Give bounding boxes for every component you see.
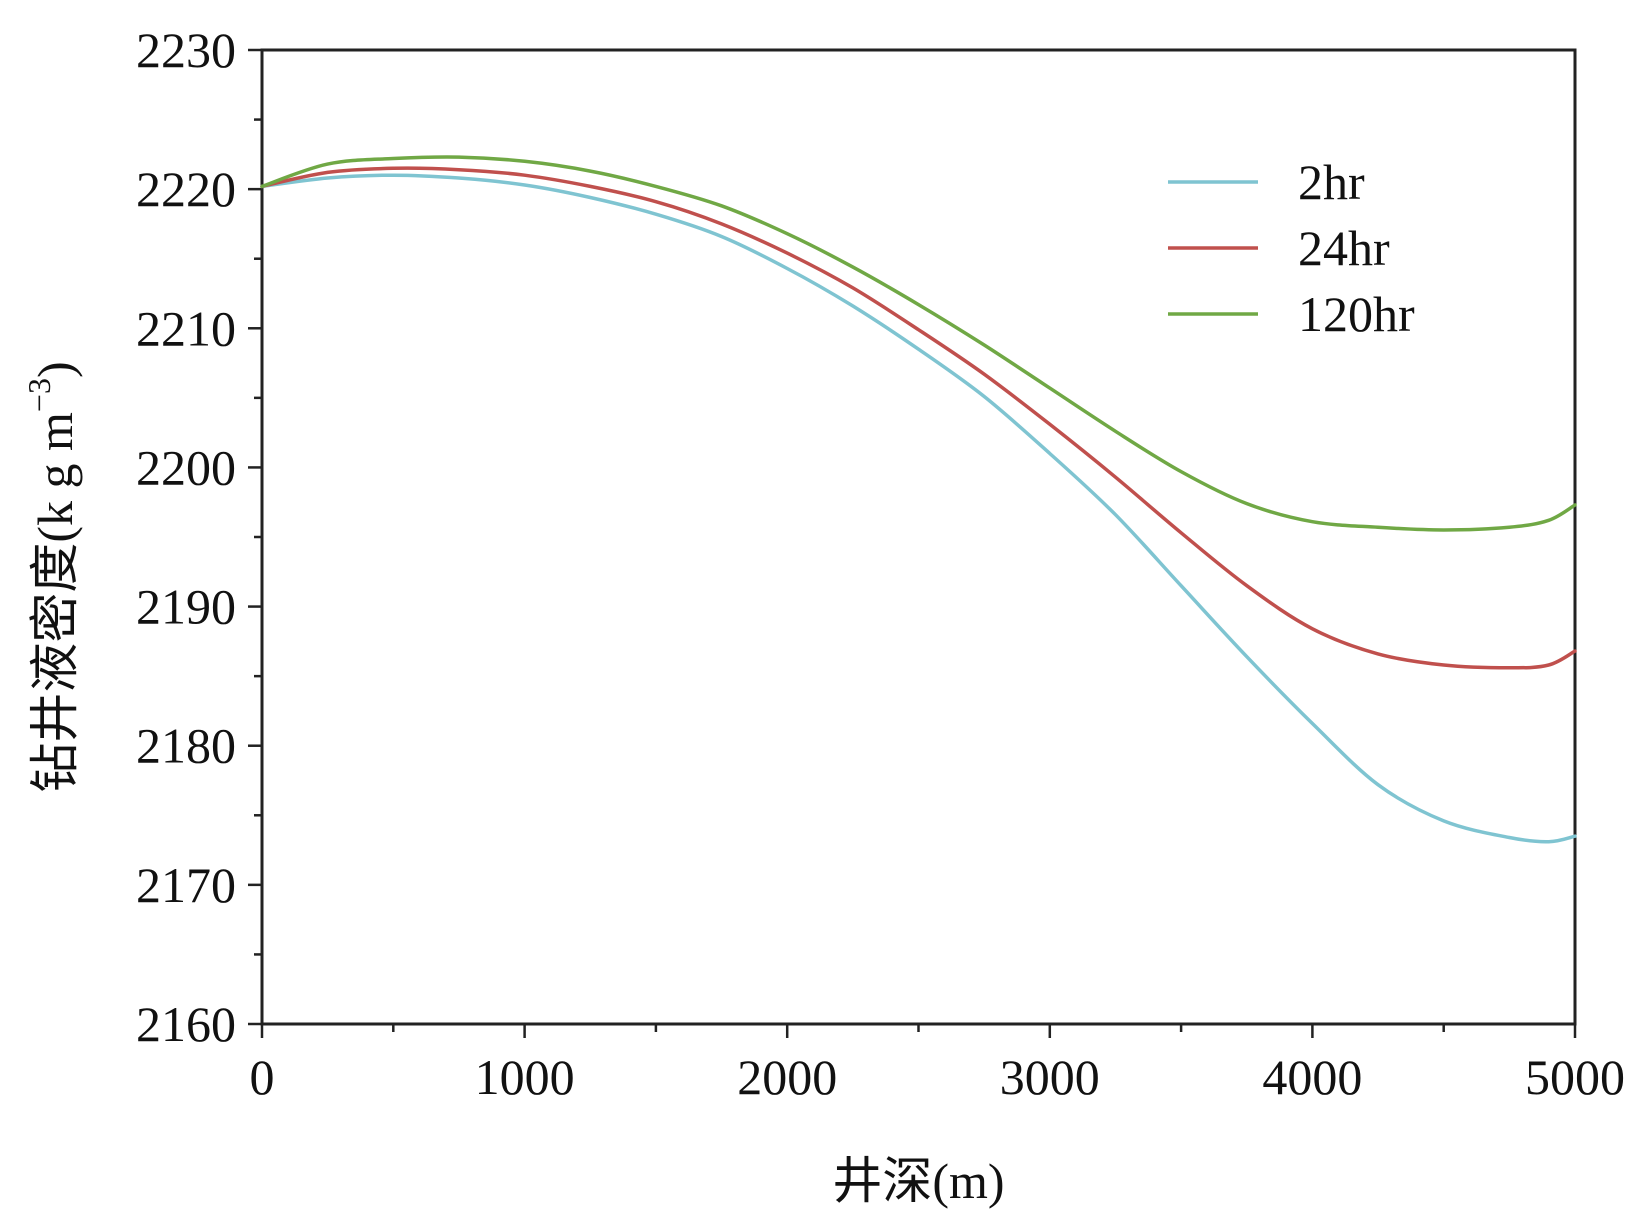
y-tick-label: 2200	[136, 439, 236, 495]
series-line-24hr	[260, 166, 1577, 670]
y-axis-title-close: )	[27, 361, 83, 378]
legend-label-120hr: 120hr	[1298, 286, 1415, 342]
series-line-120hr	[260, 155, 1577, 532]
x-tick-label: 0	[250, 1049, 275, 1105]
x-tick-label: 1000	[475, 1049, 575, 1105]
y-tick-label: 2220	[136, 161, 236, 217]
legend: 2hr 24hr 120hr	[1168, 154, 1415, 342]
y-axis-title: 钻井液密度(k g m−3)	[21, 361, 83, 792]
y-axis-title-exponent: −3	[21, 378, 57, 412]
x-tick-label: 3000	[1000, 1049, 1100, 1105]
series-lines	[260, 155, 1577, 844]
legend-label-24hr: 24hr	[1298, 220, 1390, 276]
series-line-2hr	[260, 173, 1577, 844]
x-tick-label: 5000	[1525, 1049, 1625, 1105]
legend-label-2hr: 2hr	[1298, 154, 1365, 210]
y-tick-label: 2180	[136, 718, 236, 774]
y-axis-title-main: 钻井液密度	[27, 543, 83, 793]
y-axis-title-open: (	[27, 526, 83, 543]
x-tick-label: 2000	[737, 1049, 837, 1105]
x-axis-title: 井深(m)	[832, 1153, 1004, 1209]
y-axis-ticks: 2160 2170 2180 2190 2200 2210 2220 2230	[136, 22, 262, 1052]
plot-frame	[260, 48, 1577, 1026]
y-tick-label: 2160	[136, 996, 236, 1052]
y-axis-title-unit: k g m	[27, 412, 83, 526]
y-tick-label: 2210	[136, 300, 236, 356]
y-tick-label: 2170	[136, 857, 236, 913]
y-tick-label: 2190	[136, 579, 236, 635]
y-tick-label: 2230	[136, 22, 236, 78]
x-tick-label: 4000	[1262, 1049, 1362, 1105]
x-axis-ticks: 0 1000 2000 3000 4000 5000	[250, 1024, 1625, 1105]
